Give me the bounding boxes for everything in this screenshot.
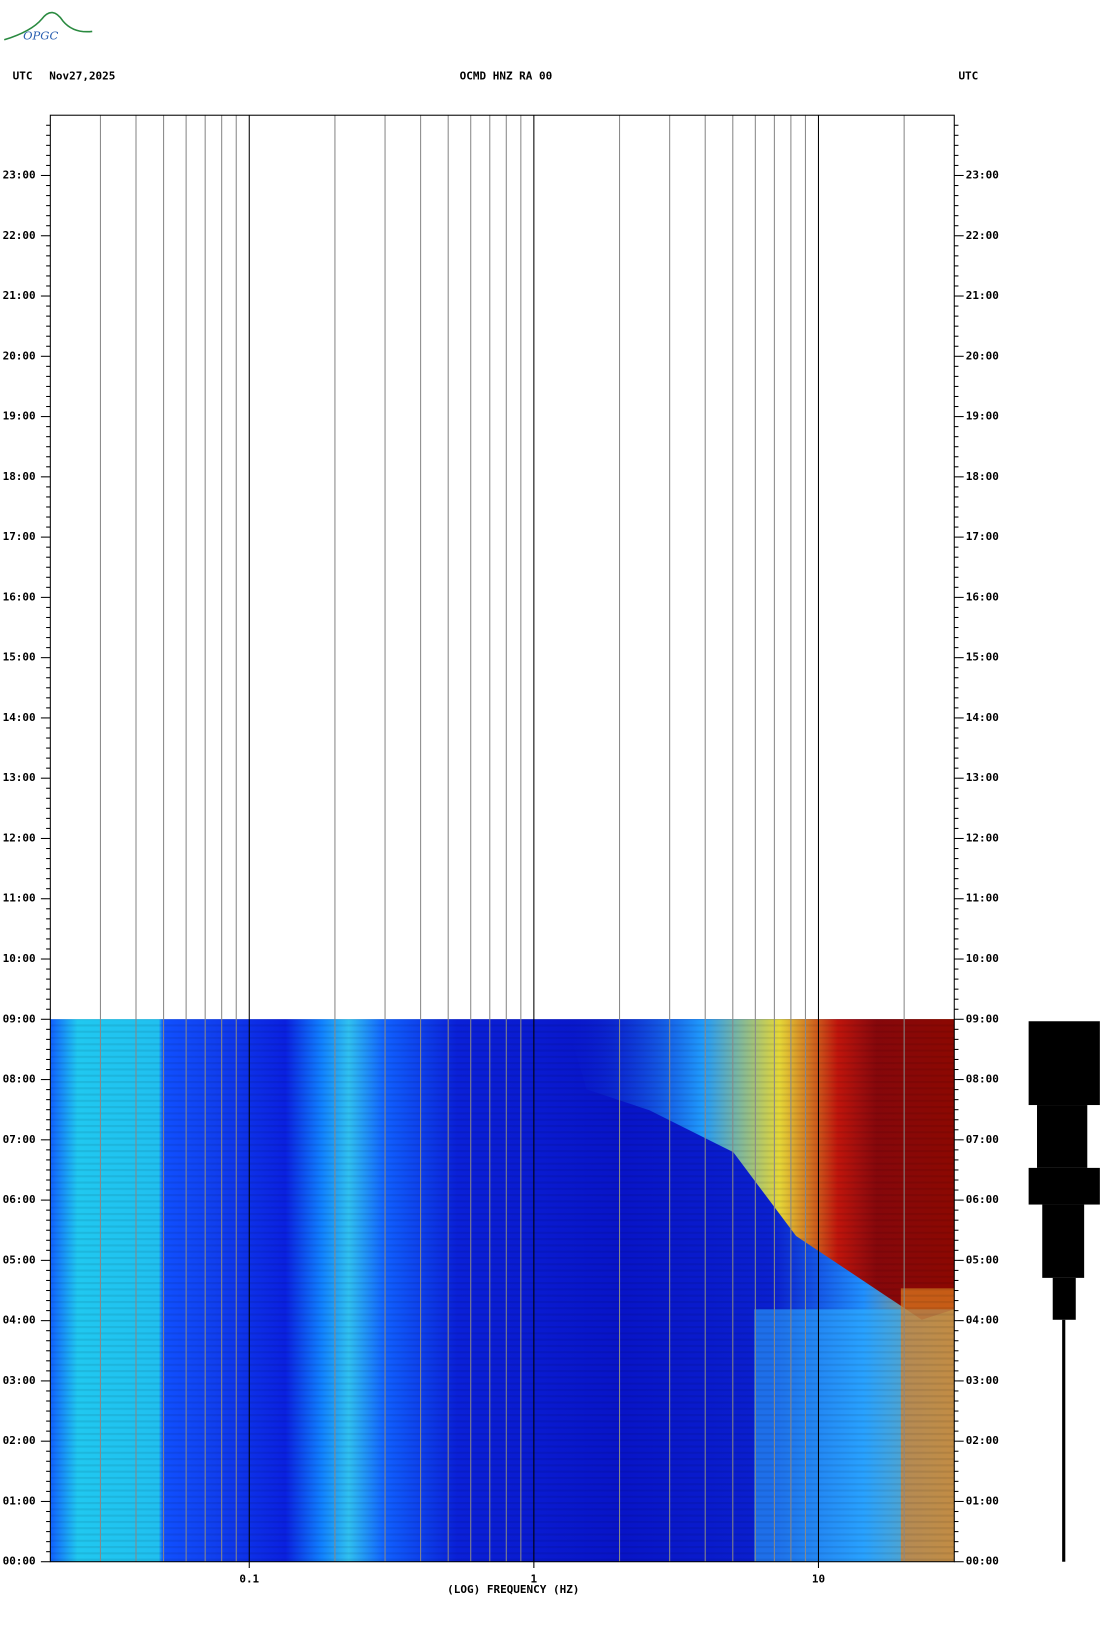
- spectrogram: [50, 1019, 955, 1562]
- y-tick-label-right: 02:00: [966, 1434, 999, 1447]
- time-zone-left: UTC: [13, 69, 33, 82]
- y-tick-label: 09:00: [3, 1012, 36, 1025]
- logo: OPGC: [23, 29, 58, 43]
- y-tick-label-right: 17:00: [966, 530, 999, 543]
- logo-arc: [4, 11, 93, 41]
- y-tick-label: 22:00: [3, 229, 36, 242]
- y-tick-label-right: 21:00: [966, 289, 999, 302]
- y-tick-label-right: 11:00: [966, 892, 999, 905]
- y-tick-label-right: 22:00: [966, 229, 999, 242]
- y-tick-label-right: 13:00: [966, 771, 999, 784]
- x-tick-label: 0.1: [239, 1573, 259, 1586]
- y-tick-label: 13:00: [3, 771, 36, 784]
- y-tick-label-right: 18:00: [966, 470, 999, 483]
- y-tick-label-right: 05:00: [966, 1253, 999, 1266]
- y-tick-label: 10:00: [3, 952, 36, 965]
- y-tick-label-right: 19:00: [966, 410, 999, 423]
- y-tick-label-right: 06:00: [966, 1193, 999, 1206]
- y-tick-label-right: 15:00: [966, 651, 999, 664]
- x-tick-label: 10: [812, 1573, 825, 1586]
- y-tick-label: 23:00: [3, 168, 36, 181]
- y-tick-label: 05:00: [3, 1253, 36, 1266]
- y-tick-label-right: 00:00: [966, 1555, 999, 1568]
- y-tick-label: 19:00: [3, 410, 36, 423]
- y-tick-label-right: 04:00: [966, 1314, 999, 1327]
- date: Nov27,2025: [49, 69, 115, 82]
- y-tick-label: 12:00: [3, 831, 36, 844]
- y-tick-label: 06:00: [3, 1193, 36, 1206]
- y-tick-label: 03:00: [3, 1374, 36, 1387]
- x-axis-label: (LOG) FREQUENCY (HZ): [447, 1583, 579, 1596]
- y-tick-label: 08:00: [3, 1073, 36, 1086]
- y-tick-label-right: 14:00: [966, 711, 999, 724]
- y-tick-label-right: 20:00: [966, 349, 999, 362]
- y-tick-label: 20:00: [3, 349, 36, 362]
- y-tick-label: 14:00: [3, 711, 36, 724]
- y-tick-label: 04:00: [3, 1314, 36, 1327]
- y-tick-label: 07:00: [3, 1133, 36, 1146]
- seismogram-trace: [1028, 1021, 1100, 1562]
- y-tick-label: 01:00: [3, 1494, 36, 1507]
- y-tick-label: 02:00: [3, 1434, 36, 1447]
- y-tick-label: 17:00: [3, 530, 36, 543]
- y-tick-label-right: 23:00: [966, 168, 999, 181]
- y-tick-label: 15:00: [3, 651, 36, 664]
- y-tick-label-right: 07:00: [966, 1133, 999, 1146]
- x-tick-label: 1: [531, 1573, 538, 1586]
- y-tick-label: 11:00: [3, 892, 36, 905]
- y-tick-label: 16:00: [3, 590, 36, 603]
- y-tick-label-right: 01:00: [966, 1494, 999, 1507]
- y-tick-label: 00:00: [3, 1555, 36, 1568]
- y-tick-label-right: 12:00: [966, 831, 999, 844]
- chart-title: OCMD HNZ RA 00: [460, 69, 553, 82]
- y-tick-label-right: 08:00: [966, 1073, 999, 1086]
- y-tick-label: 18:00: [3, 470, 36, 483]
- y-tick-label-right: 09:00: [966, 1012, 999, 1025]
- y-tick-label-right: 10:00: [966, 952, 999, 965]
- time-zone-right: UTC: [958, 69, 978, 82]
- y-tick-label-right: 03:00: [966, 1374, 999, 1387]
- y-tick-label-right: 16:00: [966, 590, 999, 603]
- y-tick-label: 21:00: [3, 289, 36, 302]
